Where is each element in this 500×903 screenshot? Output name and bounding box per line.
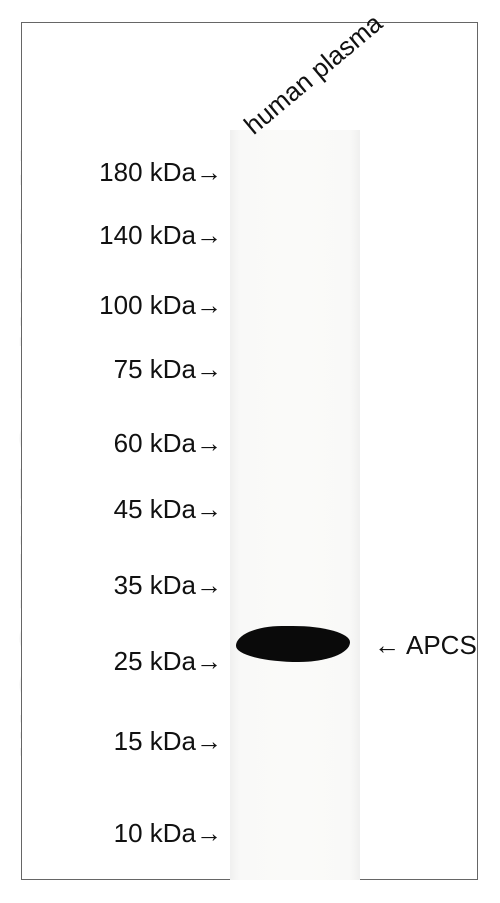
- mw-marker-label: 35 kDa: [114, 570, 196, 601]
- mw-marker-label: 15 kDa: [114, 726, 196, 757]
- mw-marker: 25 kDa→: [114, 646, 222, 677]
- protein-band: [236, 626, 350, 662]
- mw-marker: 10 kDa→: [114, 818, 222, 849]
- arrow-right-icon: →: [196, 290, 222, 321]
- mw-marker-label: 140 kDa: [99, 220, 196, 251]
- mw-marker-label: 60 kDa: [114, 428, 196, 459]
- lane-background: [230, 130, 360, 880]
- arrow-right-icon: →: [196, 494, 222, 525]
- mw-marker-label: 75 kDa: [114, 354, 196, 385]
- arrow-right-icon: →: [196, 428, 222, 459]
- mw-marker: 15 kDa→: [114, 726, 222, 757]
- mw-marker: 75 kDa→: [114, 354, 222, 385]
- mw-marker: 100 kDa→: [99, 290, 222, 321]
- mw-marker: 35 kDa→: [114, 570, 222, 601]
- arrow-right-icon: →: [196, 354, 222, 385]
- band-name-label: APCS: [406, 630, 477, 661]
- arrow-right-icon: →: [196, 726, 222, 757]
- mw-marker: 60 kDa→: [114, 428, 222, 459]
- arrow-right-icon: →: [196, 157, 222, 188]
- band-arrow-icon: ←: [374, 630, 400, 661]
- mw-marker-label: 25 kDa: [114, 646, 196, 677]
- mw-marker: 180 kDa→: [99, 157, 222, 188]
- arrow-right-icon: →: [196, 570, 222, 601]
- mw-marker: 140 kDa→: [99, 220, 222, 251]
- mw-marker-label: 100 kDa: [99, 290, 196, 321]
- mw-marker: 45 kDa→: [114, 494, 222, 525]
- arrow-right-icon: →: [196, 818, 222, 849]
- blot-lane: [230, 130, 360, 880]
- arrow-right-icon: →: [196, 220, 222, 251]
- mw-marker-label: 45 kDa: [114, 494, 196, 525]
- arrow-right-icon: →: [196, 646, 222, 677]
- mw-marker-label: 10 kDa: [114, 818, 196, 849]
- mw-marker-label: 180 kDa: [99, 157, 196, 188]
